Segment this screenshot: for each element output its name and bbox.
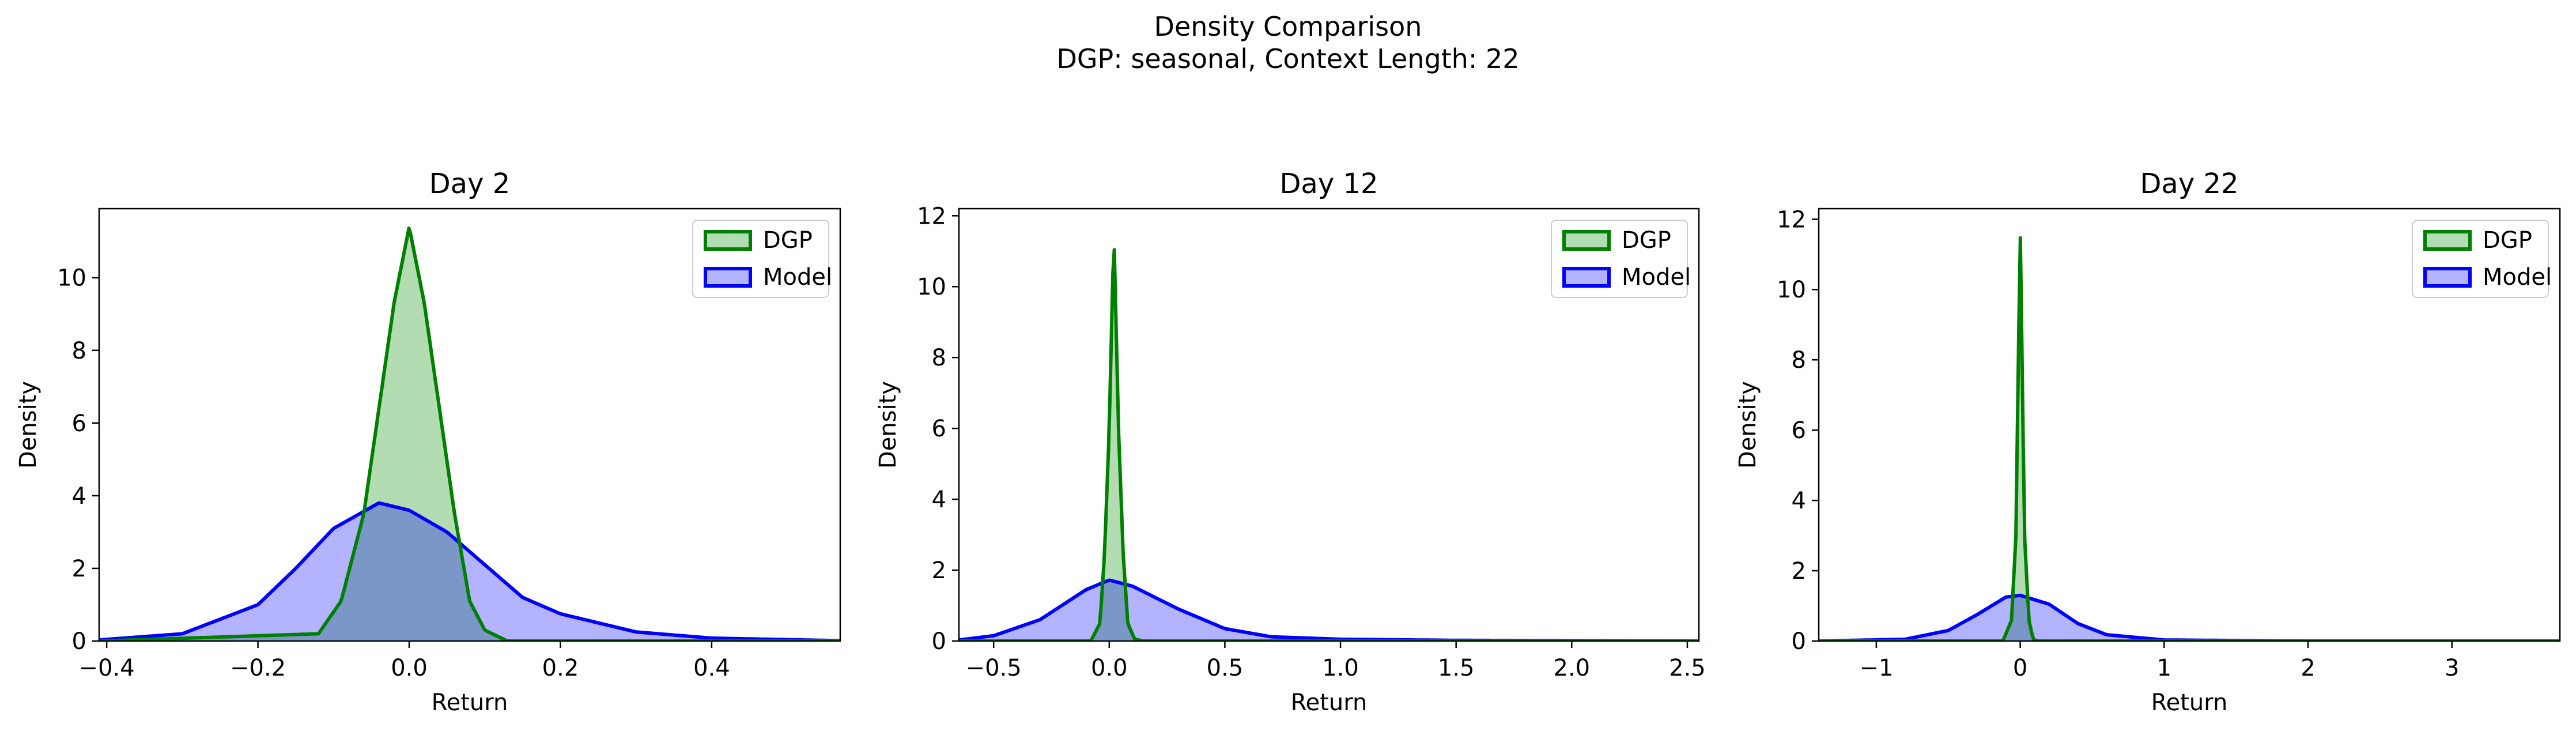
- x-axis-label: Return: [2151, 689, 2228, 716]
- legend-swatch-dgp: [2423, 230, 2472, 251]
- x-tick-label: −1: [1859, 655, 1893, 681]
- subplot-1: −0.4 −0.2 0.0 0.2 0.4 0 2 4 6 8 10 Day 2 Return Densi…: [15, 168, 841, 716]
- x-tick-label: 2.5: [1669, 655, 1706, 681]
- axes-frame: [98, 208, 841, 642]
- y-tick-label: 10: [917, 274, 946, 300]
- x-tick-label: −0.5: [966, 655, 1022, 681]
- subplot-2: −0.5 0.0 0.5 1.0 1.5 2.0 2.5 0 2 4 6 8 10 12 Day 12 Ret…: [875, 168, 1706, 716]
- series-model-fill: [99, 503, 840, 641]
- y-tick-label: 0: [1792, 628, 1806, 655]
- series-model-fill: [1819, 595, 2560, 641]
- x-tick-label: −0.2: [230, 655, 286, 681]
- subplot-title: Day 22: [2140, 168, 2238, 200]
- x-tick-label: 0.4: [693, 655, 730, 681]
- y-tick-label: 6: [1792, 417, 1806, 444]
- series-model-line: [1819, 593, 2560, 641]
- figure-subtitle: DGP: seasonal, Context Length: 22: [1056, 43, 1519, 74]
- legend-swatch-model: [1562, 267, 1611, 288]
- y-axis-label: Density: [875, 381, 901, 469]
- legend-label-model: Model: [763, 264, 832, 291]
- x-tick-label: 2.0: [1554, 655, 1591, 681]
- y-tick-label: 0: [72, 628, 86, 655]
- x-axis-label: Return: [432, 689, 508, 716]
- legend-label-model: Model: [1622, 264, 1691, 291]
- y-tick-label: 4: [72, 483, 86, 510]
- legend: DGP Model: [692, 220, 832, 298]
- subplot-title: Day 2: [429, 168, 511, 200]
- legend-swatch-model: [2423, 267, 2472, 288]
- legend-label-dgp: DGP: [763, 227, 813, 254]
- x-tick-label: 3: [2445, 655, 2459, 681]
- x-tick-label: 1.0: [1322, 655, 1359, 681]
- series-dgp-fill: [959, 250, 1699, 641]
- y-tick-label: 8: [932, 345, 946, 371]
- legend-swatch-dgp: [1562, 230, 1611, 251]
- legend-swatch-model: [704, 267, 752, 288]
- legend-swatch-dgp: [704, 230, 752, 251]
- series-dgp-fill: [1819, 238, 2560, 641]
- x-tick-label: 0: [2013, 655, 2027, 681]
- y-axis-label: Density: [1735, 381, 1761, 469]
- y-tick-label: 8: [1792, 347, 1806, 374]
- y-tick-label: 10: [1777, 277, 1806, 303]
- y-tick-label: 8: [72, 338, 86, 364]
- y-tick-label: 6: [72, 410, 86, 437]
- legend: DGP Model: [1551, 220, 1691, 298]
- overlap-fill: [959, 580, 1699, 641]
- x-tick-label: −0.4: [79, 655, 135, 681]
- x-tick-label: 2: [2301, 655, 2315, 681]
- y-axis-label: Density: [15, 381, 41, 469]
- legend-label-dgp: DGP: [1622, 227, 1671, 254]
- x-tick-label: 1: [2157, 655, 2171, 681]
- x-tick-label: 0.2: [542, 655, 579, 681]
- series-model-line: [99, 501, 840, 641]
- y-tick-label: 2: [932, 557, 946, 584]
- figure-title: Density Comparison: [1154, 11, 1422, 42]
- x-tick-label: 0.0: [1091, 655, 1128, 681]
- series-dgp-line: [99, 226, 840, 641]
- series-dgp-line: [1819, 236, 2560, 641]
- x-axis-label: Return: [1291, 689, 1368, 716]
- legend-label-model: Model: [2483, 264, 2552, 291]
- x-tick-label: 1.5: [1438, 655, 1475, 681]
- series-model-fill: [959, 580, 1699, 641]
- x-tick-label: 0.0: [391, 655, 428, 681]
- y-tick-label: 2: [1792, 558, 1806, 585]
- y-tick-label: 12: [917, 203, 946, 229]
- overlap-fill: [99, 503, 840, 641]
- y-tick-label: 2: [72, 556, 86, 582]
- y-tick-label: 10: [57, 265, 86, 292]
- subplot-title: Day 12: [1279, 168, 1378, 200]
- legend: DGP Model: [2412, 220, 2552, 298]
- y-tick-label: 4: [1792, 488, 1806, 514]
- series-dgp-line: [959, 248, 1699, 641]
- axes-frame: [958, 208, 1700, 642]
- legend-label-dgp: DGP: [2483, 227, 2532, 254]
- x-tick-label: 0.5: [1207, 655, 1244, 681]
- y-tick-label: 6: [932, 416, 946, 442]
- y-tick-label: 0: [932, 628, 946, 655]
- y-tick-label: 4: [932, 487, 946, 513]
- y-tick-label: 12: [1777, 206, 1806, 233]
- axes-frame: [1818, 208, 2561, 642]
